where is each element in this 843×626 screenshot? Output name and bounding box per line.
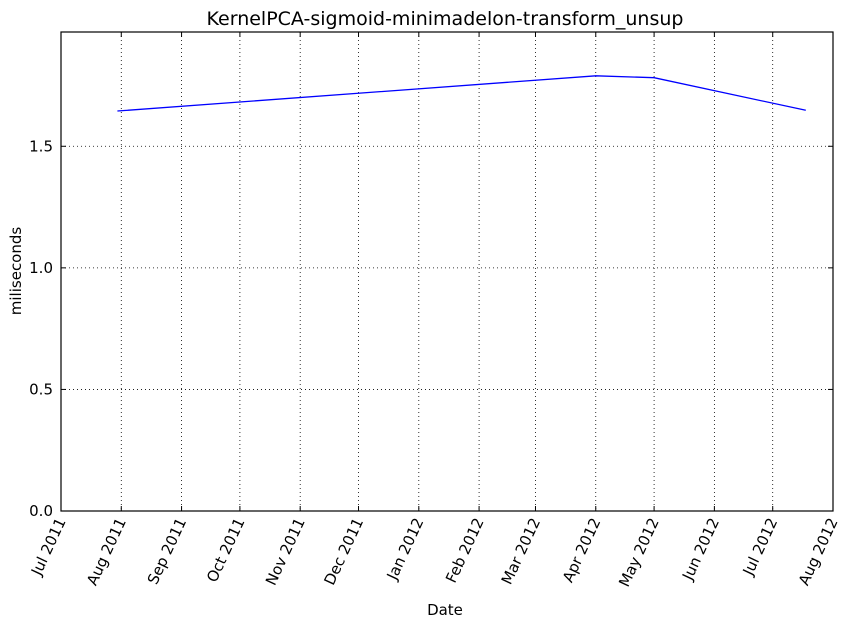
y-tick-label: 1.0 — [29, 259, 53, 277]
chart-title: KernelPCA-sigmoid-minimadelon-transform_… — [207, 8, 684, 30]
x-axis-title: Date — [427, 601, 463, 619]
plot-frame — [60, 31, 834, 512]
x-tick-label: Mar 2012 — [498, 515, 544, 587]
x-tick-label: Nov 2011 — [262, 515, 309, 588]
x-tick-label: Jun 2012 — [678, 515, 723, 584]
y-tick-label: 0.0 — [29, 502, 53, 520]
x-tick-label: Sep 2011 — [144, 515, 190, 587]
y-tick-label: 0.5 — [29, 380, 53, 398]
series-layer — [117, 75, 806, 112]
x-tick-label: Jul 2011 — [27, 515, 70, 579]
y-tick-label: 1.5 — [29, 137, 53, 155]
ticks — [60, 32, 834, 512]
x-tick-label: Dec 2011 — [320, 515, 367, 588]
x-tick-label: Jul 2012 — [739, 515, 782, 579]
x-tick-labels: Jul 2011 Aug 2011 Sep 2011 Oct 2011 Nov 2011… — [27, 515, 842, 590]
x-tick-label: Feb 2012 — [442, 515, 488, 586]
series-line — [117, 75, 806, 112]
x-tick-label: May 2012 — [615, 515, 663, 590]
x-tick-label: Aug 2012 — [795, 515, 842, 588]
x-tick-label: Aug 2011 — [83, 515, 130, 588]
y-axis-title: miliseconds — [7, 227, 25, 316]
grid — [61, 32, 833, 511]
x-tick-label: Jan 2012 — [383, 515, 428, 583]
x-tick-label: Apr 2012 — [559, 515, 604, 585]
x-tick-label: Oct 2011 — [203, 515, 248, 585]
y-tick-labels: 0.0 0.5 1.0 1.5 — [29, 137, 53, 520]
